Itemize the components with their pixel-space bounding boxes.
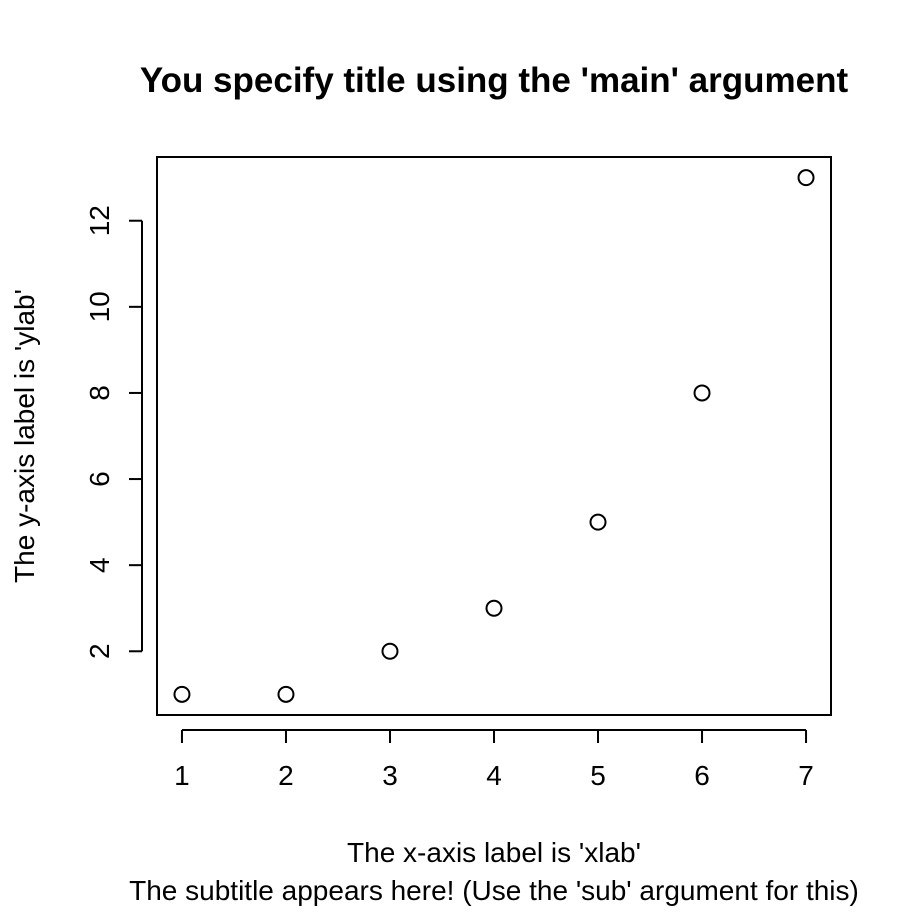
y-axis-label: The y-axis label is 'ylab' (9, 289, 40, 583)
y-axis: 2 4 6 8 10 12 (84, 205, 143, 659)
y-tick-label: 6 (84, 471, 115, 487)
x-axis-label: The x-axis label is 'xlab' (347, 837, 641, 868)
x-tick-label: 1 (174, 760, 190, 791)
data-point (797, 169, 815, 187)
plot-frame (156, 156, 832, 716)
data-point (277, 685, 295, 703)
y-tick-label: 2 (84, 643, 115, 659)
data-point (589, 513, 607, 531)
data-point (381, 642, 399, 660)
data-point (173, 685, 191, 703)
data-point (485, 599, 503, 617)
x-tick-label: 5 (590, 760, 606, 791)
x-tick-label: 3 (382, 760, 398, 791)
y-tick-label: 12 (84, 205, 115, 236)
y-tick-label: 8 (84, 385, 115, 401)
data-point (693, 384, 711, 402)
data-points (173, 169, 815, 703)
y-tick-label: 10 (84, 291, 115, 322)
x-axis: 1 2 3 4 5 6 7 (174, 729, 814, 791)
x-tick-label: 6 (694, 760, 710, 791)
x-tick-label: 4 (486, 760, 502, 791)
x-tick-label: 7 (798, 760, 814, 791)
y-tick-label: 4 (84, 557, 115, 573)
chart-title: You specify title using the 'main' argum… (140, 61, 849, 100)
chart-subtitle: The subtitle appears here! (Use the 'sub… (129, 875, 859, 906)
x-tick-label: 2 (278, 760, 294, 791)
